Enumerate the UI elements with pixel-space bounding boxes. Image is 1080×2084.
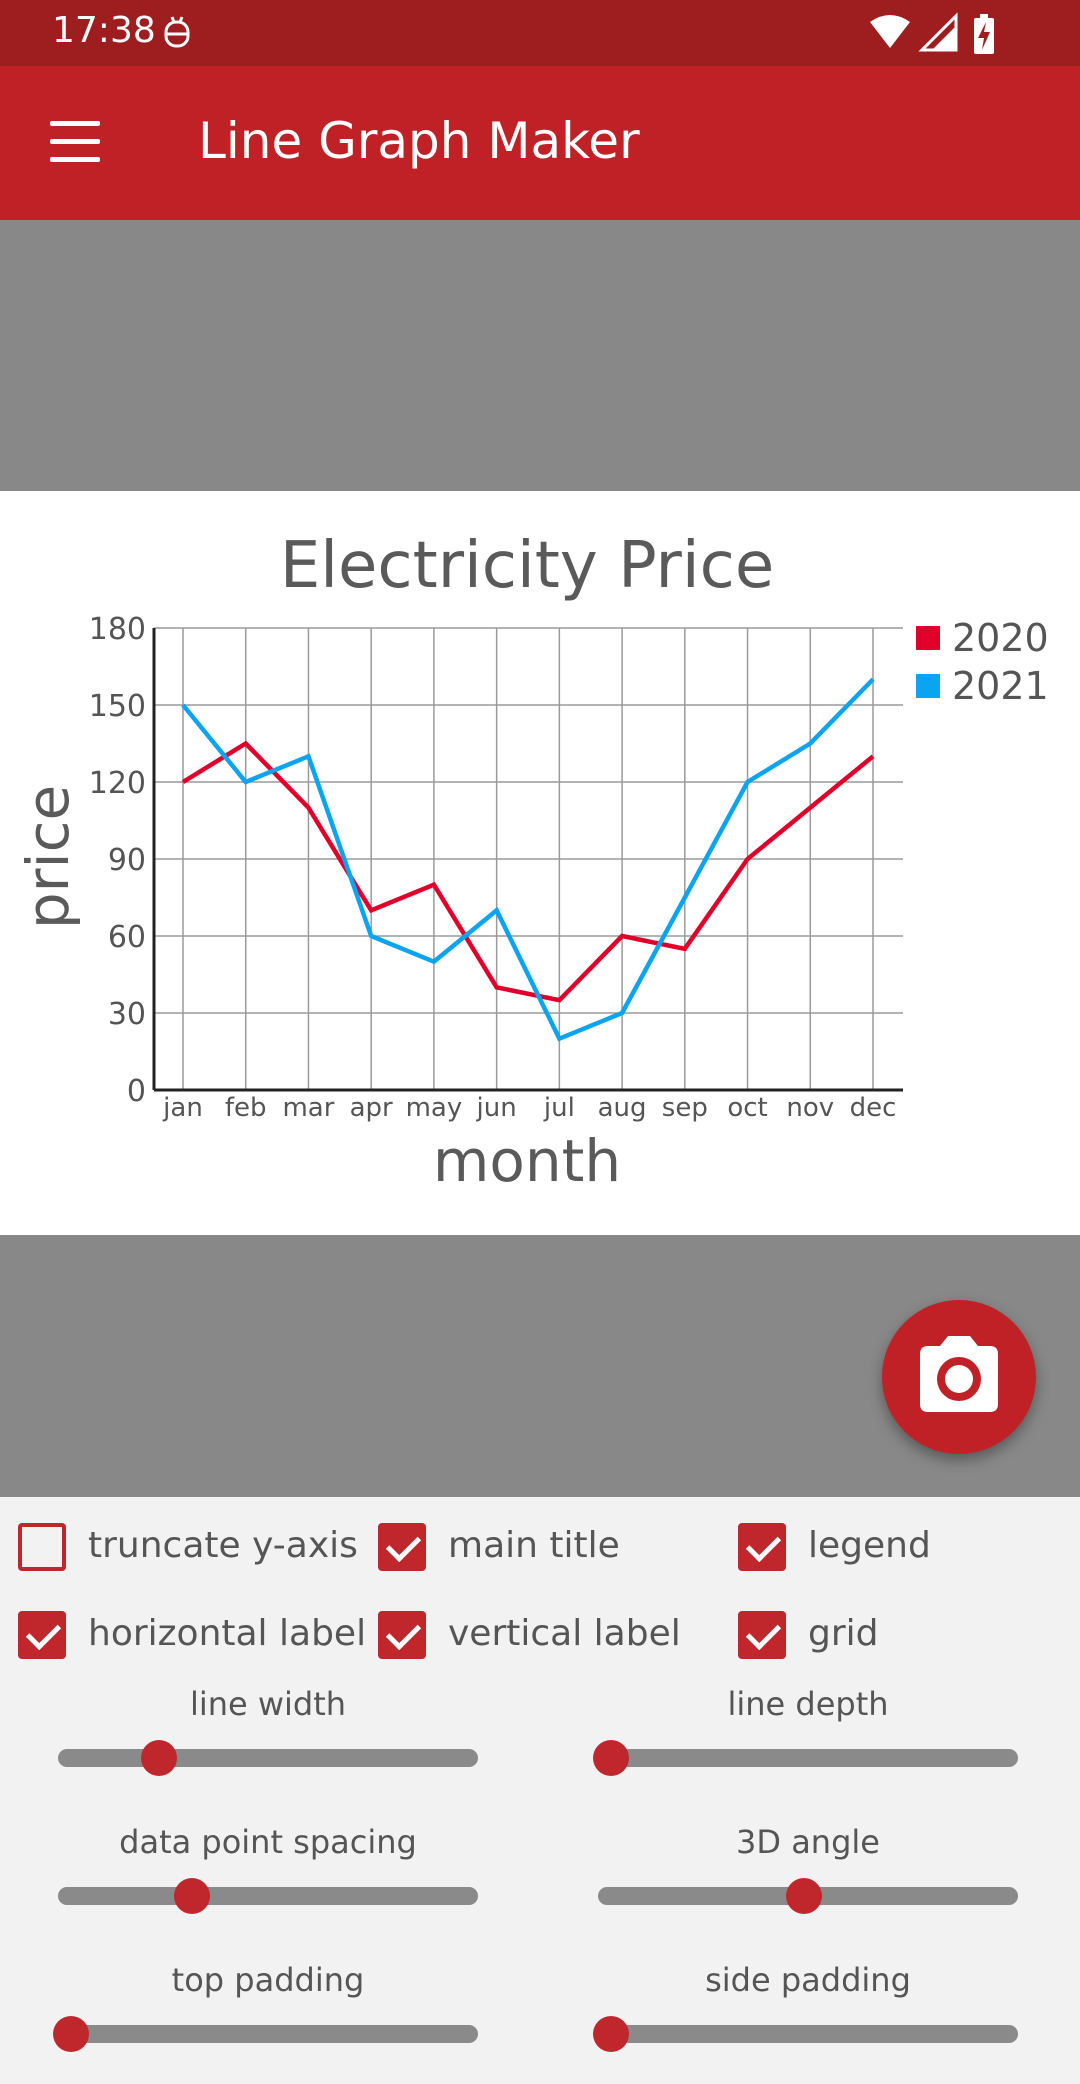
x-axis-label: month xyxy=(433,1127,621,1195)
x-tick-label: may xyxy=(406,1093,463,1123)
legend-label: 2020 xyxy=(952,616,1049,660)
x-tick-label: aug xyxy=(598,1093,647,1123)
x-tick-label: nov xyxy=(786,1093,834,1123)
checkbox-label: legend xyxy=(808,1525,931,1566)
x-tick-label: jul xyxy=(543,1093,575,1123)
battery-charging-icon xyxy=(974,14,994,54)
slider-data-point-spacing[interactable]: data point spacing xyxy=(58,1823,478,1933)
slider-track[interactable] xyxy=(58,2025,478,2043)
robot-icon xyxy=(164,16,190,48)
y-tick-label: 0 xyxy=(127,1074,146,1109)
hamburger-menu-icon[interactable] xyxy=(44,118,110,168)
slider-label: 3D angle xyxy=(736,1823,880,1861)
checkbox-box[interactable] xyxy=(378,1611,426,1659)
checkbox-box[interactable] xyxy=(18,1523,66,1571)
slider-side-padding[interactable]: side padding xyxy=(592,1961,1018,2071)
slider-thumb[interactable] xyxy=(592,2016,629,2052)
y-tick-label: 60 xyxy=(108,920,146,955)
slider-label: data point spacing xyxy=(119,1823,417,1861)
x-tick-label: jun xyxy=(476,1093,517,1123)
checkbox-box[interactable] xyxy=(738,1523,786,1571)
checkbox-vertical-label[interactable]: vertical label xyxy=(378,1605,708,1665)
slider-thumb[interactable] xyxy=(140,1740,177,1776)
x-tick-label: jan xyxy=(162,1093,203,1123)
app-title: Line Graph Maker xyxy=(198,112,640,170)
slider-label: line width xyxy=(189,1685,347,1723)
x-tick-label: sep xyxy=(662,1093,708,1123)
checkbox-box[interactable] xyxy=(18,1611,66,1659)
wifi-icon xyxy=(870,15,910,48)
slider-track[interactable] xyxy=(58,1887,478,1905)
checkbox-label: grid xyxy=(808,1613,879,1654)
chart-title: Electricity Price xyxy=(280,529,774,603)
y-tick-label: 120 xyxy=(89,766,146,801)
checkbox-main-title[interactable]: main title xyxy=(378,1517,708,1577)
slider-label: top padding xyxy=(171,1961,365,1999)
checkbox-label: vertical label xyxy=(448,1613,681,1654)
slider-label: line depth xyxy=(727,1685,889,1723)
chart-card: Electricity Price price month 0 30 60 90 120… xyxy=(0,491,1080,1235)
x-tick-label: oct xyxy=(727,1093,767,1123)
slider-track[interactable] xyxy=(58,1749,478,1767)
status-icons xyxy=(870,12,994,54)
y-tick-label: 90 xyxy=(108,843,146,878)
checkbox-label: main title xyxy=(448,1525,620,1566)
chart-axes: 0 30 60 90 120 150 180 jan feb mar apr may jun jul aug… xyxy=(89,612,903,1123)
x-tick-label: mar xyxy=(282,1093,334,1123)
series-line-2020 xyxy=(181,740,875,1003)
camera-button[interactable] xyxy=(882,1300,1036,1454)
checkbox-label: truncate y-axis xyxy=(88,1525,358,1566)
line-chart: Electricity Price price month 0 30 60 90 120… xyxy=(14,529,1049,1195)
legend-swatch xyxy=(916,626,940,650)
slider-thumb[interactable] xyxy=(592,1740,629,1776)
series-line-2021 xyxy=(181,677,875,1042)
checkbox-horizontal-label[interactable]: horizontal label xyxy=(18,1605,366,1665)
slider-3d-angle[interactable]: 3D angle xyxy=(598,1823,1018,1933)
checkbox-legend[interactable]: legend xyxy=(738,1517,1058,1577)
checkbox-label: horizontal label xyxy=(88,1613,367,1654)
status-bar: 17:38 xyxy=(0,0,1080,66)
legend-label: 2021 xyxy=(952,664,1049,708)
app-bar: Line Graph Maker xyxy=(0,66,1080,220)
ad-area xyxy=(0,220,1080,491)
checkbox-truncate-y-axis[interactable]: truncate y-axis xyxy=(18,1517,358,1577)
slider-top-padding[interactable]: top padding xyxy=(52,1961,478,2071)
x-tick-label: dec xyxy=(850,1093,897,1123)
camera-icon xyxy=(920,1336,998,1412)
x-tick-label: feb xyxy=(225,1093,267,1123)
slider-line-width[interactable]: line width xyxy=(58,1685,478,1795)
legend-swatch xyxy=(916,674,940,698)
slider-line-depth[interactable]: line depth xyxy=(592,1685,1018,1795)
y-tick-label: 180 xyxy=(89,612,146,647)
slider-thumb[interactable] xyxy=(174,1878,211,1914)
chart-series xyxy=(181,677,875,1042)
checkbox-grid[interactable]: grid xyxy=(738,1605,1058,1665)
x-tick-label: apr xyxy=(350,1093,393,1123)
slider-track[interactable] xyxy=(598,1749,1018,1767)
checkbox-box[interactable] xyxy=(738,1611,786,1659)
y-tick-label: 150 xyxy=(89,689,146,724)
slider-thumb[interactable] xyxy=(785,1878,822,1914)
checkbox-box[interactable] xyxy=(378,1523,426,1571)
y-tick-label: 30 xyxy=(108,997,146,1032)
controls-panel: truncate y-axis main title legend horizo… xyxy=(0,1497,1080,2084)
status-time: 17:38 xyxy=(52,10,156,51)
slider-label: side padding xyxy=(705,1961,911,1999)
slider-thumb[interactable] xyxy=(52,2016,89,2052)
chart-grid xyxy=(154,627,903,1090)
y-axis-label: price xyxy=(14,785,82,929)
slider-track[interactable] xyxy=(598,2025,1018,2043)
